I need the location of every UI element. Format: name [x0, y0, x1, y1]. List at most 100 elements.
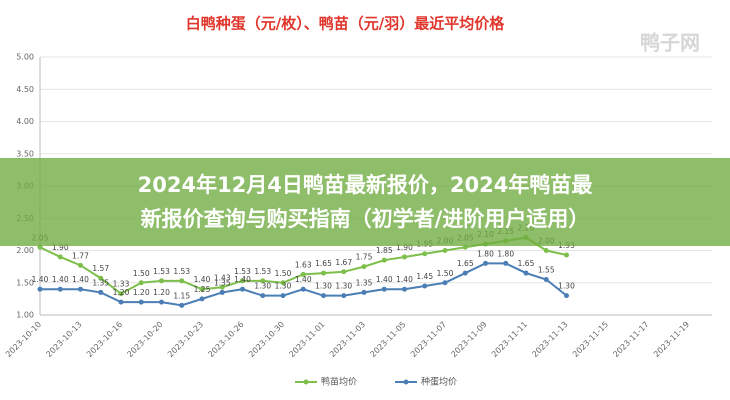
data-label: 1.80: [477, 249, 494, 258]
legend-marker: [303, 379, 309, 385]
data-label: 1.53: [234, 267, 251, 276]
data-label: 1.75: [356, 253, 373, 262]
data-label: 1.35: [92, 278, 109, 287]
data-label: 1.40: [376, 275, 393, 284]
data-point: [543, 248, 549, 253]
data-point: [98, 275, 104, 281]
data-point: [564, 252, 569, 258]
data-label: 1.50: [437, 269, 454, 278]
data-label: 1.40: [32, 275, 49, 284]
data-point: [321, 270, 326, 276]
data-point: [462, 270, 468, 276]
data-point: [138, 299, 144, 305]
data-point: [361, 264, 367, 270]
data-label: 1.65: [315, 259, 332, 268]
data-point: [402, 286, 407, 292]
data-point: [57, 286, 63, 292]
data-label: 1.63: [295, 260, 312, 269]
data-point: [159, 278, 164, 284]
data-point: [219, 284, 225, 290]
data-point: [503, 260, 509, 266]
data-label: 1.43: [214, 273, 231, 282]
data-label: 1.85: [376, 246, 393, 255]
data-label: 1.20: [113, 288, 130, 297]
data-point: [57, 254, 63, 260]
data-point: [37, 286, 43, 292]
data-point: [138, 280, 144, 286]
data-point: [341, 269, 347, 275]
data-point: [300, 286, 306, 292]
data-point: [118, 299, 124, 305]
data-point: [78, 262, 83, 268]
data-label: 1.67: [335, 258, 352, 267]
data-label: 1.20: [153, 288, 170, 297]
data-label: 1.40: [72, 275, 89, 284]
data-point: [199, 286, 205, 292]
data-point: [523, 270, 529, 276]
data-label: 1.90: [396, 243, 413, 252]
data-label: 1.40: [396, 275, 413, 284]
data-label: 1.77: [72, 251, 89, 260]
data-label: 1.40: [295, 275, 312, 284]
watermark: 鸭子网: [640, 31, 700, 55]
data-point: [462, 244, 468, 250]
data-label: 1.55: [538, 266, 555, 275]
y-tick-label: 3.50: [16, 149, 34, 158]
data-point: [280, 293, 286, 299]
data-label: 1.20: [133, 288, 150, 297]
data-point: [422, 283, 428, 289]
data-point: [321, 293, 326, 299]
data-label: 1.15: [173, 291, 190, 300]
data-point: [483, 260, 488, 266]
data-label: 1.33: [113, 280, 130, 289]
data-point: [564, 293, 569, 299]
data-label: 1.30: [275, 282, 292, 291]
data-point: [361, 289, 367, 295]
data-point: [179, 278, 185, 284]
data-point: [240, 286, 245, 292]
data-label: 1.30: [335, 282, 352, 291]
data-label: 1.57: [92, 264, 109, 273]
data-point: [240, 278, 245, 284]
data-label: 1.65: [457, 259, 474, 268]
data-label: 1.35: [356, 278, 373, 287]
y-tick-label: 2.00: [16, 246, 34, 255]
data-point: [159, 299, 164, 305]
data-point: [219, 289, 225, 295]
data-label: 1.30: [254, 282, 271, 291]
y-tick-label: 1.50: [16, 278, 34, 287]
data-point: [179, 302, 185, 308]
y-tick-label: 1.00: [16, 311, 34, 320]
data-label: 1.90: [52, 243, 69, 252]
data-label: 1.25: [194, 285, 211, 294]
data-label: 1.40: [234, 275, 251, 284]
data-point: [300, 271, 306, 277]
data-point: [381, 286, 387, 292]
banner-line: 新报价查询与购买指南（初学者/进阶用户适用）: [141, 207, 590, 231]
data-point: [422, 251, 428, 257]
data-point: [280, 280, 286, 286]
data-label: 1.53: [173, 267, 190, 276]
data-point: [78, 286, 83, 292]
chart-title: 白鸭种蛋（元/枚）、鸭苗（元/羽）最近平均价格: [186, 15, 505, 33]
data-point: [402, 254, 407, 260]
data-label: 1.65: [518, 259, 535, 268]
data-point: [260, 278, 266, 284]
banner: [0, 158, 730, 246]
legend-label: 鸭苗均价: [321, 376, 357, 388]
data-point: [98, 289, 104, 295]
data-point: [381, 257, 387, 263]
data-point: [199, 296, 205, 302]
data-point: [442, 248, 448, 253]
data-label: 1.30: [558, 282, 575, 291]
data-label: 1.35: [214, 278, 231, 287]
data-label: 1.30: [315, 282, 332, 291]
data-label: 1.40: [52, 275, 69, 284]
data-point: [341, 293, 347, 299]
data-label: 1.50: [133, 269, 150, 278]
data-point: [442, 280, 448, 286]
legend-label: 种蛋均价: [421, 376, 457, 388]
y-tick-label: 4.50: [16, 85, 34, 94]
data-point: [260, 293, 266, 299]
